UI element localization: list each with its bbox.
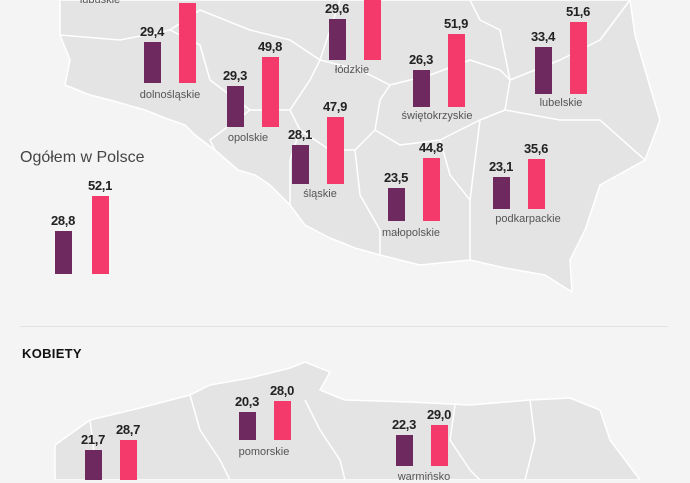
bar-pomorskie-series-2 [273, 400, 291, 440]
value-label-lubelskie-series-2: 51,6 [565, 3, 591, 19]
value-label-podkarpackie-series-1: 23,1 [488, 158, 514, 174]
bar-swietokrzyskie-series-2 [447, 34, 465, 107]
bar-k_west-series-1 [84, 449, 102, 480]
overall-bar-series-2 [91, 195, 109, 274]
value-label-k_west-series-1: 21,7 [80, 431, 106, 447]
bar-warminsko-series-1 [395, 434, 413, 466]
value-label-lubelskie-series-1: 33,4 [530, 29, 556, 45]
value-label-podkarpackie-series-2: 35,6 [523, 141, 549, 157]
bar-lubelskie-series-1 [534, 47, 552, 94]
value-label-k_west-series-2: 28,7 [115, 421, 141, 437]
bar-malopolskie-series-2 [422, 158, 440, 221]
region-name-warminsko: warmińsko [397, 471, 451, 483]
bar-podkarpackie-series-1 [492, 176, 510, 209]
overall-bar-series-1 [54, 230, 72, 274]
women-section-heading: KOBIETY [22, 346, 82, 361]
bar-swietokrzyskie-series-1 [412, 70, 430, 107]
bar-slaskie-series-1 [291, 144, 309, 184]
region-name-lubuskie: lubuskie [79, 0, 121, 6]
value-label-slaskie-series-1: 28,1 [287, 126, 313, 142]
value-label-opolskie-series-2: 49,8 [257, 39, 283, 55]
section-divider [20, 326, 668, 327]
region-name-podkarpackie: podkarpackie [495, 213, 561, 225]
value-label-opolskie-series-1: 29,3 [222, 67, 248, 83]
region-name-pomorskie: pomorskie [238, 446, 290, 458]
bar-opolskie-series-1 [226, 85, 244, 127]
value-label-slaskie-series-2: 47,9 [322, 98, 348, 114]
value-label-warminsko-series-2: 29,0 [426, 407, 452, 423]
value-label-swietokrzyskie-series-2: 51,9 [443, 16, 469, 32]
bar-warminsko-series-2 [430, 425, 448, 466]
bar-lodzkie-series-1 [328, 18, 346, 60]
region-name-slaskie: śląskie [303, 188, 337, 200]
value-label-lodzkie-series-1: 29,6 [324, 0, 350, 16]
region-name-dolnoslaskie: dolnośląskie [139, 89, 201, 101]
region-name-swietokrzyskie: świętokrzyskie [401, 110, 473, 122]
bar-opolskie-series-2 [261, 57, 279, 127]
bar-lubelskie-series-2 [569, 21, 587, 94]
region-name-opolskie: opolskie [227, 132, 269, 144]
overall-value-label-series-1: 28,8 [50, 212, 76, 228]
bar-lodzkie-series-2 [363, 0, 381, 60]
region-name-malopolskie: małopolskie [381, 227, 441, 239]
bar-podkarpackie-series-2 [527, 159, 545, 209]
region-name-lubelskie: lubelskie [539, 97, 583, 109]
bar-dolnoslaskie-series-2 [178, 3, 196, 83]
overall-title: Ogółem w Polsce [20, 149, 145, 166]
value-label-swietokrzyskie-series-1: 26,3 [408, 52, 434, 68]
value-label-malopolskie-series-1: 23,5 [383, 170, 409, 186]
value-label-dolnoslaskie-series-1: 29,4 [139, 23, 165, 39]
region-name-lodzkie: łódzkie [334, 64, 370, 76]
bar-malopolskie-series-1 [387, 188, 405, 221]
bottom-map [54, 361, 641, 480]
value-label-pomorskie-series-2: 28,0 [269, 382, 295, 398]
bar-k_west-series-2 [119, 439, 137, 480]
value-label-pomorskie-series-1: 20,3 [234, 393, 260, 409]
value-label-warminsko-series-1: 22,3 [391, 416, 417, 432]
overall-value-label-series-2: 52,1 [87, 177, 113, 193]
bar-pomorskie-series-1 [238, 411, 256, 440]
bar-dolnoslaskie-series-1 [143, 41, 161, 83]
value-label-malopolskie-series-2: 44,8 [418, 140, 444, 156]
bar-slaskie-series-2 [326, 116, 344, 184]
